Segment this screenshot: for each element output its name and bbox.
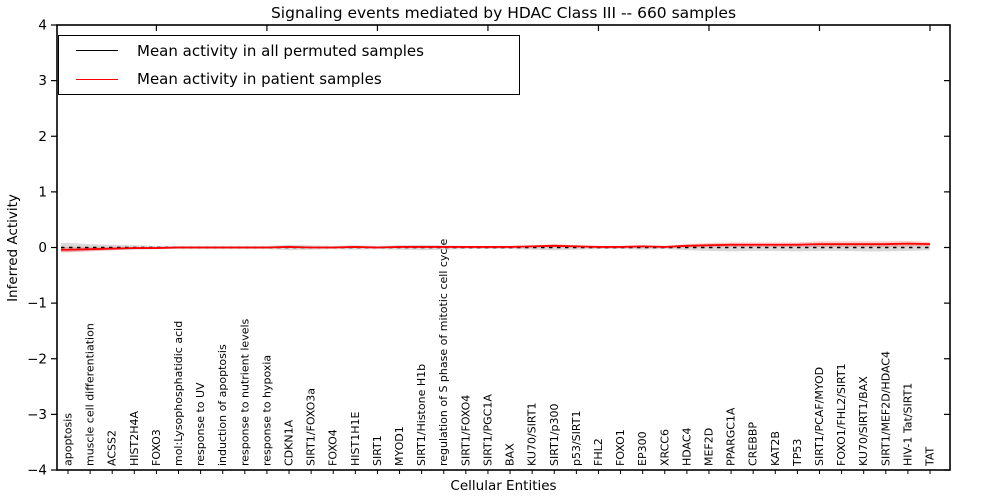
x-axis-label: Cellular Entities	[450, 478, 557, 494]
y-tick-label: −1	[27, 296, 47, 312]
x-tick-label: HDAC4	[680, 427, 693, 466]
legend-item-permuted: Mean activity in all permuted samples	[59, 37, 519, 65]
x-tick-label: TAT	[924, 446, 937, 467]
x-tick-label: SIRT1/FOXO3a	[305, 388, 318, 466]
x-tick-label: FOXO4	[327, 429, 340, 466]
x-tick-label: PPARGC1A	[725, 407, 738, 466]
x-tick-label: SIRT1/p300	[548, 404, 561, 466]
x-tick-label: HIST2H4A	[128, 411, 141, 466]
x-tick-label: MEF2D	[702, 428, 715, 466]
y-tick-label: 3	[38, 73, 47, 89]
x-tick-label: FOXO1	[614, 429, 627, 466]
y-tick-label: 4	[38, 18, 47, 34]
x-tick-label: ACSS2	[106, 430, 119, 466]
x-tick-label: SIRT1	[371, 435, 384, 466]
x-tick-label: EP300	[636, 431, 649, 466]
legend-line-permuted	[76, 50, 118, 52]
x-tick-label: apoptosis	[62, 413, 75, 466]
x-tick-label: SIRT1/Histone H1b	[415, 364, 428, 466]
x-tick-label: induction of apoptosis	[216, 344, 229, 466]
x-tick-label: SIRT1/MEF2D/HDAC4	[879, 351, 892, 466]
legend-label-patient: Mean activity in patient samples	[137, 70, 382, 89]
x-tick-label: XRCC6	[658, 429, 671, 466]
y-tick-label: −3	[27, 407, 47, 423]
x-tick-label: CDKN1A	[283, 419, 296, 466]
patient-mean-line	[61, 242, 931, 251]
legend-label-permuted: Mean activity in all permuted samples	[137, 41, 424, 60]
x-tick-label: MYOD1	[393, 426, 406, 466]
y-tick-label: 2	[38, 129, 47, 145]
x-tick-label: TP53	[791, 439, 804, 467]
x-tick-label: CREBBP	[747, 422, 760, 466]
x-tick-label: SIRT1/PCAF/MYOD	[813, 367, 826, 466]
x-tick-label: FOXO3	[150, 429, 163, 466]
x-tick-label: SIRT1/PGC1A	[481, 394, 494, 466]
x-tick-label: muscle cell differentiation	[84, 323, 97, 466]
legend-line-patient	[76, 78, 118, 80]
x-tick-label: KU70/SIRT1/BAX	[857, 376, 870, 466]
x-tick-label: KAT2B	[769, 431, 782, 466]
legend: Mean activity in all permuted samples Me…	[58, 35, 520, 95]
x-tick-label: BAX	[504, 443, 517, 466]
y-tick-label: −2	[27, 351, 47, 367]
chart-title: Signaling events mediated by HDAC Class …	[270, 4, 737, 22]
y-tick-label: −4	[27, 463, 47, 479]
y-tick-label: 0	[38, 240, 47, 256]
x-tick-label: response to UV	[194, 382, 207, 466]
x-tick-label: regulation of S phase of mitotic cell cy…	[437, 238, 450, 466]
legend-item-patient: Mean activity in patient samples	[59, 65, 519, 93]
x-tick-label: mol:Lysophosphatidic acid	[172, 321, 185, 466]
x-tick-label: FOXO1/FHL2/SIRT1	[835, 363, 848, 466]
x-tick-label: p53/SIRT1	[570, 411, 583, 466]
x-tick-label: HIV-1 Tat/SIRT1	[901, 383, 914, 466]
x-tick-label: SIRT1/FOXO4	[459, 395, 472, 466]
x-tick-label: HIST1H1E	[349, 412, 362, 466]
x-tick-label: response to nutrient levels	[238, 318, 251, 466]
x-tick-label: FHL2	[592, 438, 605, 466]
y-tick-label: 1	[38, 184, 47, 200]
x-tick-label: KU70/SIRT1	[526, 403, 539, 466]
x-tick-label: response to hypoxia	[260, 355, 273, 466]
